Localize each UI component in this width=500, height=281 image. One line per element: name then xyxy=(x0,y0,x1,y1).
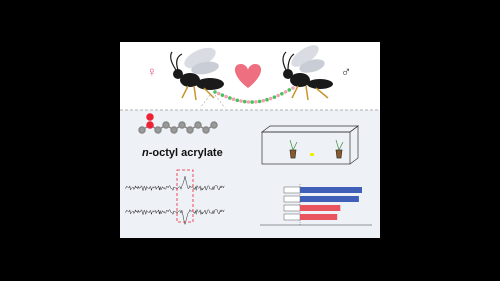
trace xyxy=(124,176,225,192)
trail-dot xyxy=(242,99,247,104)
trail-dot xyxy=(283,90,288,94)
male-insect xyxy=(282,45,333,101)
trail-dot xyxy=(276,93,280,98)
bar xyxy=(300,187,362,193)
compound-rest: -octyl acrylate xyxy=(149,147,223,159)
trail-dot xyxy=(291,86,295,90)
trail-dot xyxy=(213,90,217,94)
trail-dot xyxy=(235,98,240,103)
bar xyxy=(300,196,359,202)
pheromone-trail xyxy=(213,86,295,104)
female-insect xyxy=(170,47,224,101)
bar-chart xyxy=(260,184,372,226)
trail-dot xyxy=(246,100,251,104)
compound-prefix: n xyxy=(142,147,149,159)
eag-traces xyxy=(124,176,225,226)
trail-dot xyxy=(224,94,228,99)
heart xyxy=(234,64,262,88)
trail-dot xyxy=(261,98,266,103)
trace xyxy=(124,208,225,226)
highlight-box xyxy=(176,169,194,223)
trail-dot xyxy=(257,99,262,104)
zoom-lines xyxy=(199,94,226,109)
trail-dot xyxy=(280,91,284,96)
trail-dot xyxy=(228,96,232,100)
trail-dot xyxy=(265,97,269,102)
olfactometer xyxy=(260,125,360,165)
trail-dot xyxy=(254,100,258,104)
bar xyxy=(300,205,341,211)
bar-outline xyxy=(283,204,301,212)
trail-dot xyxy=(220,93,225,97)
trail-dot xyxy=(272,95,277,99)
bar xyxy=(300,214,338,220)
trail-dot xyxy=(231,97,236,102)
trail-dot xyxy=(287,88,292,92)
bar-outline xyxy=(283,186,301,194)
male-symbol: ♂ xyxy=(341,64,352,80)
trail-dot xyxy=(268,96,273,101)
compound-name: n-octyl acrylate xyxy=(142,147,223,159)
bar-outline xyxy=(283,213,301,221)
female-symbol: ♀ xyxy=(147,64,158,80)
bar-outline xyxy=(283,195,301,203)
trail-dot xyxy=(239,99,243,103)
trail-dot xyxy=(250,100,254,104)
molecule xyxy=(138,113,218,134)
trail-dot xyxy=(216,91,221,96)
